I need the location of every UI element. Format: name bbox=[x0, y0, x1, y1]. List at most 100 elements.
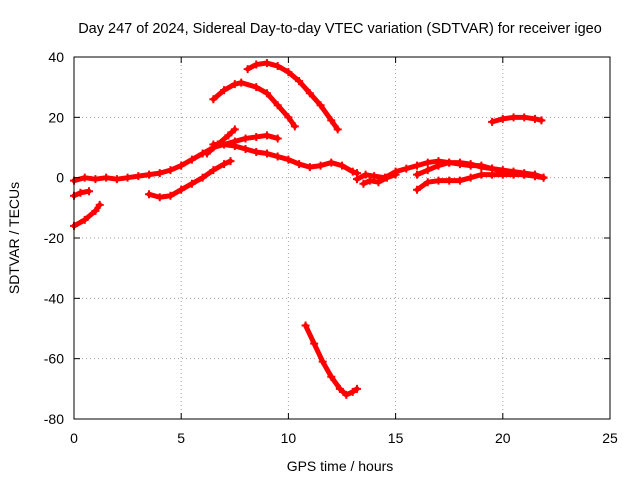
data-point bbox=[95, 200, 104, 209]
data-point bbox=[209, 166, 218, 175]
data-point bbox=[112, 175, 121, 184]
data-point bbox=[241, 145, 250, 154]
data-point bbox=[305, 89, 314, 98]
data-point bbox=[413, 185, 422, 194]
data-point bbox=[155, 193, 164, 202]
data-point bbox=[477, 163, 486, 172]
data-point bbox=[187, 155, 196, 164]
series-arc-13 bbox=[488, 113, 546, 126]
data-point bbox=[488, 117, 497, 126]
series-arc-8 bbox=[145, 157, 235, 202]
data-point bbox=[226, 157, 235, 166]
data-point bbox=[327, 116, 336, 125]
y-tick-label: -80 bbox=[44, 411, 64, 427]
x-tick-label: 15 bbox=[388, 430, 404, 446]
data-point bbox=[273, 101, 282, 110]
data-point bbox=[273, 62, 282, 71]
data-point bbox=[237, 78, 246, 87]
data-point bbox=[102, 173, 111, 182]
data-point bbox=[413, 161, 422, 170]
data-point bbox=[434, 176, 443, 185]
data-point bbox=[374, 178, 383, 187]
y-tick-label: 20 bbox=[48, 109, 64, 125]
data-point bbox=[177, 185, 186, 194]
data-point bbox=[498, 114, 507, 123]
data-point bbox=[252, 148, 261, 157]
data-point bbox=[123, 173, 132, 182]
data-point bbox=[477, 170, 486, 179]
data-point bbox=[262, 149, 271, 158]
data-point bbox=[310, 339, 319, 348]
series-arc-1 bbox=[70, 131, 282, 185]
data-point bbox=[466, 173, 475, 182]
y-tick-label: -60 bbox=[44, 351, 64, 367]
data-point bbox=[455, 176, 464, 185]
data-point bbox=[520, 113, 529, 122]
data-point bbox=[445, 176, 454, 185]
y-tick-label: 40 bbox=[48, 49, 64, 65]
series-arc-7 bbox=[70, 200, 104, 230]
data-point bbox=[284, 155, 293, 164]
data-point bbox=[155, 169, 164, 178]
data-point bbox=[353, 175, 362, 184]
data-point bbox=[348, 387, 357, 396]
series-line bbox=[245, 60, 341, 132]
data-point bbox=[262, 131, 271, 140]
series-arc-2 bbox=[209, 140, 362, 178]
data-point bbox=[284, 68, 293, 77]
data-point bbox=[177, 161, 186, 170]
data-point bbox=[262, 89, 271, 98]
data-point bbox=[134, 172, 143, 181]
data-point bbox=[445, 158, 454, 167]
data-point bbox=[273, 152, 282, 161]
data-point bbox=[305, 163, 314, 172]
data-point bbox=[423, 166, 432, 175]
series-line bbox=[146, 158, 234, 200]
data-point bbox=[537, 116, 546, 125]
x-tick-label: 10 bbox=[281, 430, 297, 446]
grid bbox=[74, 57, 610, 419]
data-point bbox=[359, 179, 368, 188]
data-point bbox=[145, 170, 154, 179]
series-arc-14 bbox=[359, 170, 400, 188]
data-point bbox=[241, 134, 250, 143]
y-tick-label: -20 bbox=[44, 230, 64, 246]
chart-title: Day 247 of 2024, Sidereal Day-to-day VTE… bbox=[78, 21, 602, 37]
data-point bbox=[413, 170, 422, 179]
series-arc-9 bbox=[301, 321, 362, 399]
series-arc-5 bbox=[202, 125, 239, 158]
series-line bbox=[71, 132, 281, 184]
data-point bbox=[466, 160, 475, 169]
data-point bbox=[338, 161, 346, 170]
data-point bbox=[353, 384, 362, 393]
data-point bbox=[316, 161, 325, 170]
data-point bbox=[383, 173, 392, 182]
data-point bbox=[370, 172, 379, 181]
data-point bbox=[488, 164, 497, 173]
data-point bbox=[243, 65, 252, 74]
data-point bbox=[342, 390, 351, 399]
data-point bbox=[80, 173, 89, 182]
data-series bbox=[70, 59, 548, 399]
x-tick-label: 20 bbox=[495, 430, 511, 446]
data-point bbox=[220, 86, 229, 95]
data-point bbox=[252, 83, 261, 92]
data-point bbox=[455, 158, 464, 167]
data-point bbox=[530, 172, 539, 181]
data-point bbox=[273, 134, 282, 143]
data-point bbox=[198, 173, 207, 182]
data-point bbox=[402, 164, 411, 173]
data-point bbox=[530, 114, 539, 123]
data-point bbox=[76, 188, 85, 197]
data-point bbox=[365, 176, 374, 185]
data-point bbox=[230, 125, 239, 134]
data-point bbox=[509, 113, 518, 122]
data-point bbox=[361, 170, 370, 179]
data-point bbox=[423, 158, 432, 167]
data-point bbox=[290, 122, 299, 131]
series-arc-6 bbox=[70, 187, 94, 200]
series-line bbox=[204, 126, 238, 157]
data-point bbox=[327, 158, 336, 167]
data-point bbox=[391, 170, 400, 179]
